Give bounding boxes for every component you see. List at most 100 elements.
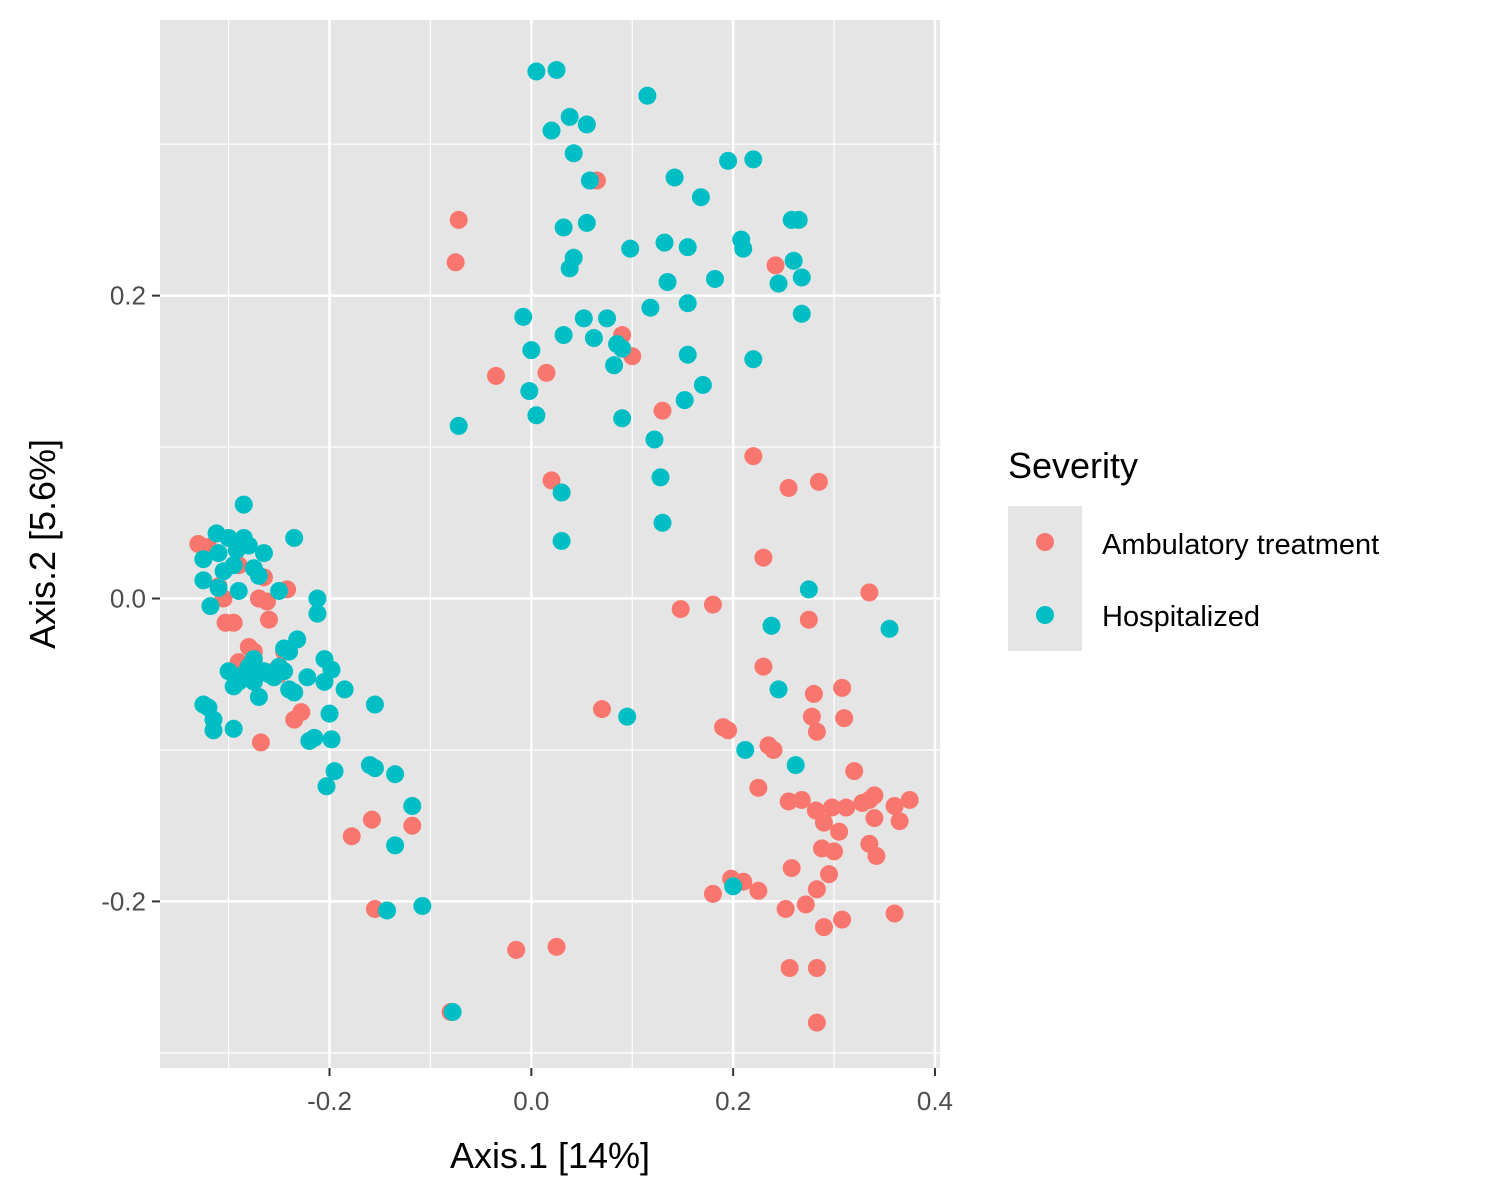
data-point-ambulatory-treatment	[779, 792, 798, 811]
data-point-ambulatory-treatment	[807, 880, 826, 899]
data-point-hospitalized	[403, 797, 422, 815]
data-point-ambulatory-treatment	[804, 684, 823, 703]
data-point-hospitalized	[653, 513, 672, 532]
legend: Severity Ambulatory treatment Hospitaliz…	[1008, 445, 1379, 651]
data-point-hospitalized	[658, 273, 677, 291]
legend-title: Severity	[1008, 445, 1138, 486]
data-point-hospitalized	[194, 550, 213, 569]
y-tick-label: 0.2	[110, 281, 146, 311]
data-point-hospitalized	[552, 483, 571, 502]
data-point-ambulatory-treatment	[776, 899, 795, 918]
data-point-hospitalized	[449, 416, 468, 435]
data-point-hospitalized	[201, 597, 220, 616]
data-point-hospitalized	[618, 707, 637, 726]
data-point-ambulatory-treatment	[537, 363, 556, 382]
data-point-ambulatory-treatment	[703, 884, 722, 903]
data-point-ambulatory-treatment	[487, 366, 506, 385]
data-point-hospitalized	[224, 677, 243, 696]
data-point-hospitalized	[792, 268, 811, 287]
data-point-hospitalized	[574, 309, 593, 328]
data-point-hospitalized	[705, 269, 724, 288]
data-point-hospitalized	[560, 259, 579, 278]
data-point-ambulatory-treatment	[766, 256, 785, 275]
data-point-hospitalized	[769, 680, 788, 699]
data-point-hospitalized	[443, 1002, 462, 1021]
data-point-hospitalized	[514, 307, 533, 326]
data-point-hospitalized	[322, 730, 341, 749]
data-point-hospitalized	[552, 531, 571, 550]
data-point-ambulatory-treatment	[799, 610, 818, 629]
data-point-ambulatory-treatment	[802, 707, 821, 726]
data-point-hospitalized	[613, 339, 632, 358]
data-point-hospitalized	[784, 251, 803, 270]
data-point-ambulatory-treatment	[449, 210, 468, 229]
data-point-ambulatory-treatment	[779, 478, 798, 497]
data-point-hospitalized	[719, 151, 738, 170]
legend-label-ambulatory-treatment: Ambulatory treatment	[1102, 529, 1379, 561]
x-tick-label: 0.2	[715, 1086, 751, 1116]
data-point-hospitalized	[691, 188, 710, 207]
data-point-hospitalized	[769, 274, 788, 293]
data-point-hospitalized	[744, 150, 763, 169]
data-point-ambulatory-treatment	[807, 1013, 826, 1032]
data-point-ambulatory-treatment	[867, 846, 886, 865]
data-point-ambulatory-treatment	[885, 797, 904, 815]
data-point-ambulatory-treatment	[446, 253, 465, 272]
data-point-ambulatory-treatment	[547, 937, 566, 956]
data-point-ambulatory-treatment	[825, 842, 844, 861]
x-tick-label: 0.4	[917, 1086, 953, 1116]
data-point-hospitalized	[584, 329, 603, 348]
data-point-hospitalized	[762, 616, 781, 635]
data-point-ambulatory-treatment	[542, 471, 561, 490]
data-point-hospitalized	[577, 115, 596, 134]
data-point-hospitalized	[724, 877, 743, 896]
data-point-ambulatory-treatment	[860, 583, 879, 602]
data-point-hospitalized	[317, 777, 336, 796]
data-point-hospitalized	[605, 356, 624, 375]
data-point-ambulatory-treatment	[782, 859, 801, 878]
data-point-ambulatory-treatment	[890, 812, 909, 831]
data-point-ambulatory-treatment	[807, 959, 826, 978]
data-point-hospitalized	[298, 668, 317, 687]
data-point-hospitalized	[204, 721, 223, 740]
data-point-hospitalized	[386, 836, 405, 855]
y-tick-label: -0.2	[101, 886, 146, 916]
data-point-ambulatory-treatment	[507, 940, 526, 959]
data-point-ambulatory-treatment	[744, 447, 763, 466]
data-point-ambulatory-treatment	[807, 722, 826, 741]
minor-gridlines	[160, 20, 940, 1068]
data-point-ambulatory-treatment	[257, 592, 276, 611]
data-point-ambulatory-treatment	[796, 895, 815, 914]
data-point-hospitalized	[270, 581, 289, 600]
data-point-ambulatory-treatment	[749, 881, 768, 900]
data-point-ambulatory-treatment	[792, 790, 811, 809]
data-point-hospitalized	[577, 213, 596, 232]
data-point-hospitalized	[249, 566, 268, 585]
data-point-ambulatory-treatment	[809, 472, 828, 491]
data-point-hospitalized	[613, 409, 632, 428]
data-point-ambulatory-treatment	[830, 822, 849, 841]
data-points	[189, 60, 919, 1032]
data-point-hospitalized	[365, 695, 384, 714]
data-point-ambulatory-treatment	[251, 733, 270, 752]
data-point-hospitalized	[734, 239, 753, 258]
data-point-hospitalized	[547, 60, 566, 79]
data-point-hospitalized	[224, 556, 243, 575]
data-point-ambulatory-treatment	[900, 790, 919, 809]
data-point-hospitalized	[194, 571, 213, 590]
data-point-ambulatory-treatment	[671, 600, 690, 619]
data-point-ambulatory-treatment	[259, 610, 278, 629]
data-point-hospitalized	[219, 662, 238, 681]
data-point-hospitalized	[315, 672, 334, 691]
data-point-ambulatory-treatment	[833, 910, 852, 929]
data-point-ambulatory-treatment	[865, 786, 884, 805]
data-point-hospitalized	[413, 896, 432, 915]
data-point-hospitalized	[880, 619, 899, 638]
data-point-hospitalized	[209, 578, 228, 597]
data-point-ambulatory-treatment	[837, 798, 856, 817]
data-point-hospitalized	[378, 901, 397, 920]
data-point-hospitalized	[554, 218, 573, 237]
data-point-hospitalized	[786, 756, 805, 775]
data-point-hospitalized	[234, 495, 253, 514]
